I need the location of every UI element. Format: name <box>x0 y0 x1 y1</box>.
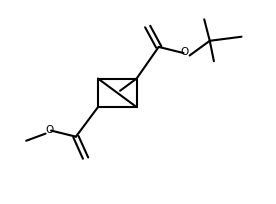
Text: O: O <box>46 124 54 135</box>
Text: O: O <box>181 47 189 57</box>
